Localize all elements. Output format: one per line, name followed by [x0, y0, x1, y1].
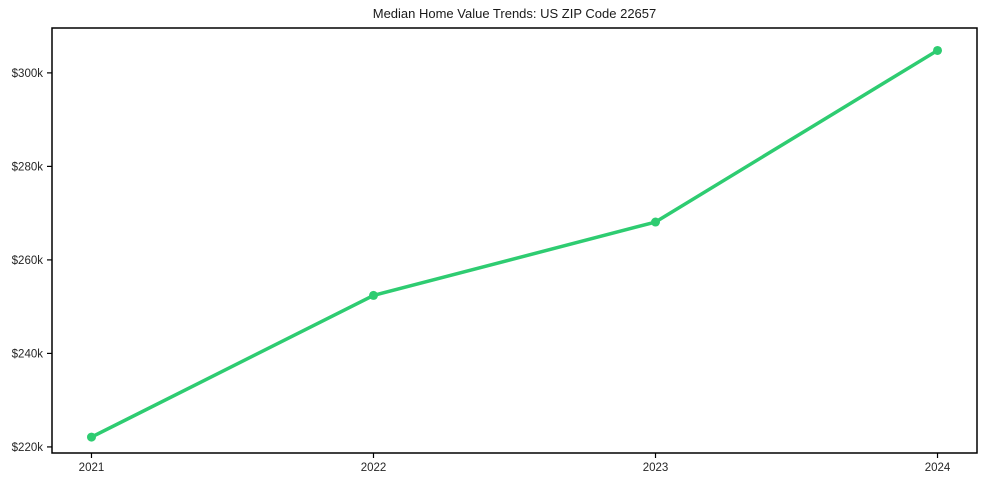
x-tick-label: 2023 [643, 462, 669, 474]
data-point-marker [86, 432, 96, 442]
y-tick-label: $300k [12, 68, 44, 80]
y-tick-label: $260k [12, 255, 44, 267]
data-point-marker [933, 45, 943, 55]
x-tick-label: 2022 [361, 462, 387, 474]
data-point-marker [368, 290, 378, 300]
plot-frame [51, 27, 978, 454]
x-tick-label: 2021 [79, 462, 105, 474]
chart-title: Median Home Value Trends: US ZIP Code 22… [372, 6, 657, 21]
x-tick-label: 2024 [925, 462, 951, 474]
y-tick-label: $240k [12, 348, 44, 360]
data-point-marker [651, 217, 661, 227]
trend-line [89, 48, 940, 439]
y-tick-label: $280k [12, 161, 44, 173]
y-tick-label: $220k [12, 442, 44, 454]
